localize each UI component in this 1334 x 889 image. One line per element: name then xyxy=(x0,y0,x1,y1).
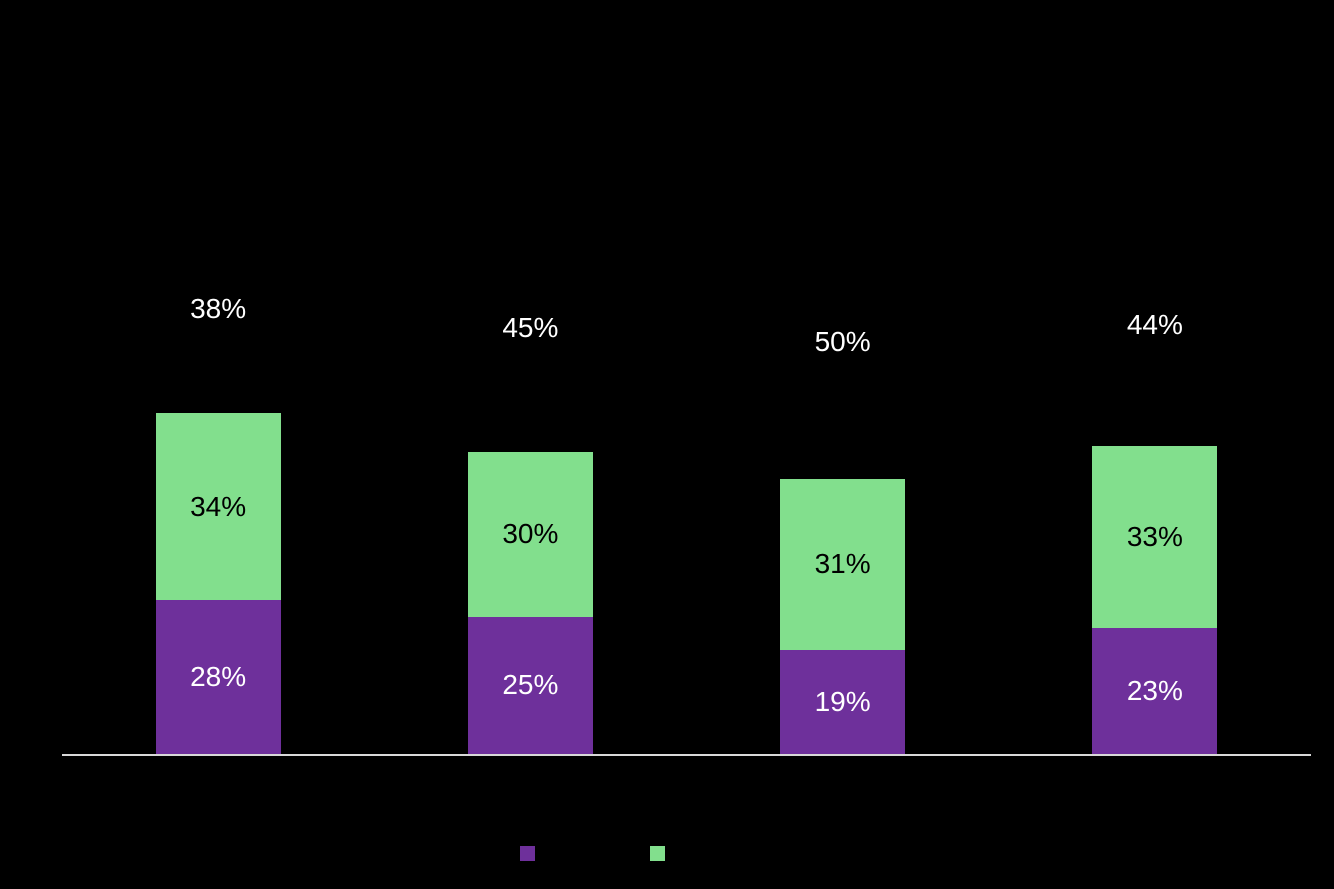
data-label: 50% xyxy=(814,325,871,357)
bar-3-segment-series-2-green: 31% xyxy=(780,479,906,650)
data-label: 38% xyxy=(190,292,247,324)
data-label: 31% xyxy=(814,548,871,580)
data-label: 30% xyxy=(502,518,559,549)
legend-swatch-2 xyxy=(650,846,665,861)
data-label: 44% xyxy=(1126,309,1183,340)
data-label: 45% xyxy=(502,311,559,343)
bar-3-segment-series-1-purple: 19% xyxy=(780,649,906,754)
bar-1-segment-series-3-black-invisible: 38% xyxy=(155,204,281,413)
bar-4-segment-series-1-purple: 23% xyxy=(1092,627,1218,754)
data-label: 34% xyxy=(190,490,247,522)
data-label: 23% xyxy=(1126,674,1183,706)
x-axis-line xyxy=(62,754,1311,756)
data-label: 28% xyxy=(190,661,247,692)
bar-1-segment-series-2-green: 34% xyxy=(155,413,281,600)
bar-2-segment-series-1-purple: 25% xyxy=(467,616,593,754)
bar-2-segment-series-3-black-invisible: 45% xyxy=(467,204,593,452)
bar-4-segment-series-2-green: 33% xyxy=(1092,446,1218,628)
bar-4-segment-series-3-black-invisible: 44% xyxy=(1092,204,1218,446)
bar-1-segment-series-1-purple: 28% xyxy=(155,600,281,754)
legend-swatch-1 xyxy=(520,846,535,861)
data-label: 19% xyxy=(814,685,871,717)
data-label: 33% xyxy=(1126,520,1183,552)
bar-2-segment-series-2-green: 30% xyxy=(467,451,593,617)
data-label: 25% xyxy=(502,669,559,701)
bar-3-segment-series-3-black-invisible: 50% xyxy=(780,204,906,479)
